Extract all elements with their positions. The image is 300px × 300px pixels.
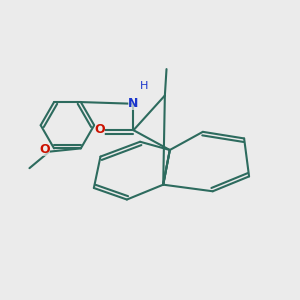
Text: O: O bbox=[95, 123, 105, 136]
Text: H: H bbox=[140, 81, 148, 91]
Text: N: N bbox=[128, 97, 139, 110]
Text: O: O bbox=[40, 143, 50, 156]
